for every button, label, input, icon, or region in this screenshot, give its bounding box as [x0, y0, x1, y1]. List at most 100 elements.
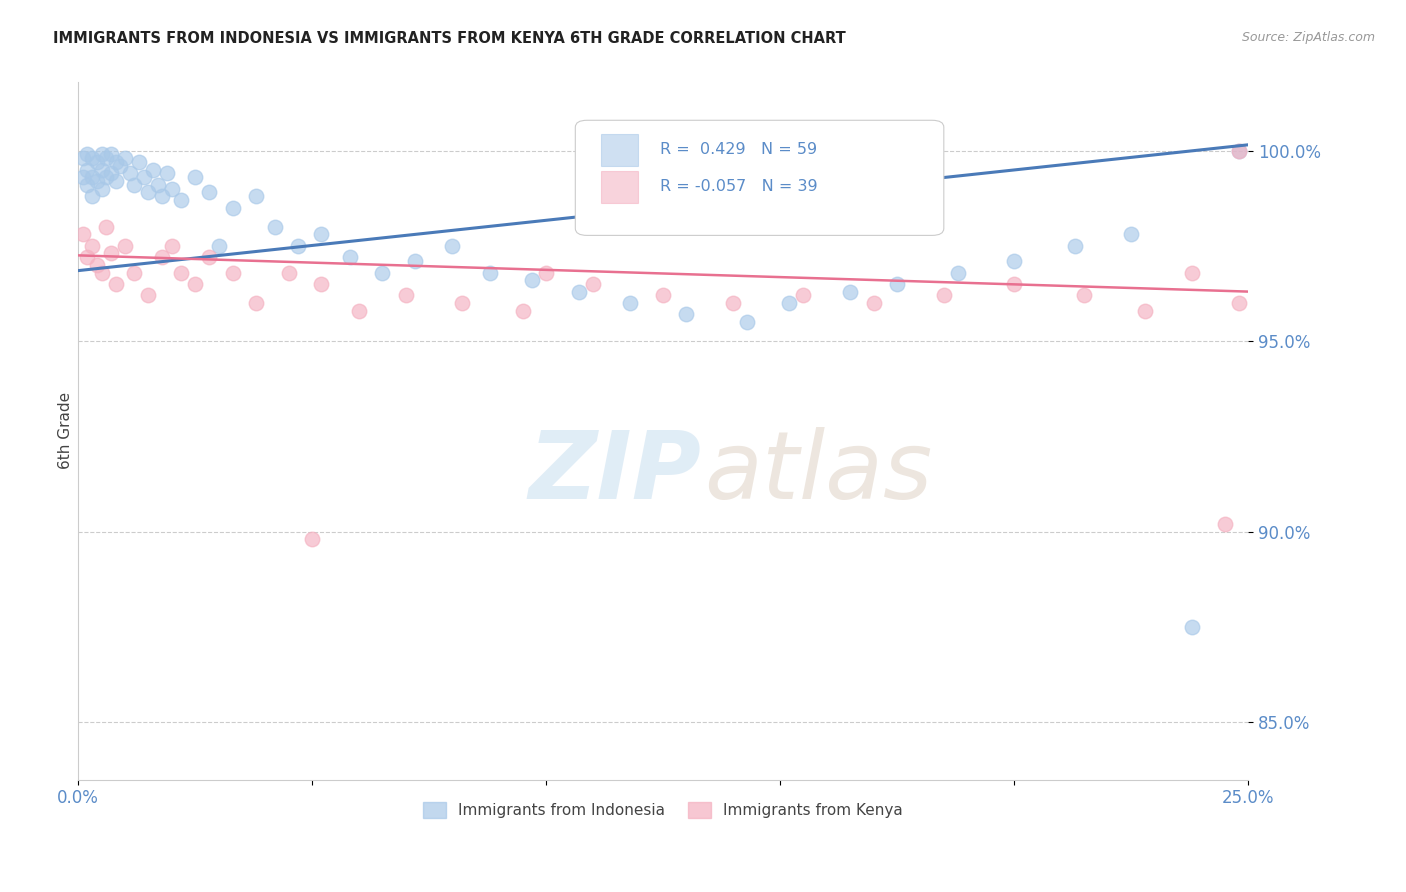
Point — [207, 239, 229, 253]
Point — [150, 189, 173, 203]
Point — [404, 254, 426, 268]
Point — [72, 227, 94, 242]
Point — [395, 288, 418, 302]
Point — [245, 296, 267, 310]
Text: R = -0.057   N = 39: R = -0.057 N = 39 — [659, 179, 817, 194]
Point — [1002, 254, 1025, 268]
Point — [1213, 517, 1236, 532]
Point — [723, 296, 745, 310]
Point — [347, 303, 370, 318]
Point — [72, 151, 94, 165]
Point — [263, 219, 285, 234]
Point — [86, 258, 108, 272]
Point — [114, 239, 136, 253]
Point — [311, 277, 333, 291]
Point — [478, 266, 501, 280]
Point — [441, 239, 464, 253]
Point — [184, 170, 207, 185]
Legend: Immigrants from Indonesia, Immigrants from Kenya: Immigrants from Indonesia, Immigrants fr… — [418, 796, 910, 824]
Point — [839, 285, 862, 299]
Point — [142, 162, 165, 177]
Point — [245, 189, 267, 203]
Point — [90, 266, 112, 280]
Point — [76, 178, 98, 192]
Text: R =  0.429   N = 59: R = 0.429 N = 59 — [659, 142, 817, 157]
Point — [1073, 288, 1095, 302]
Point — [76, 250, 98, 264]
Text: atlas: atlas — [704, 427, 932, 518]
Point — [932, 288, 955, 302]
Point — [735, 315, 758, 329]
Point — [339, 250, 361, 264]
Point — [100, 147, 122, 161]
Point — [946, 266, 969, 280]
Point — [184, 277, 207, 291]
Point — [90, 147, 112, 161]
Point — [86, 155, 108, 169]
Y-axis label: 6th Grade: 6th Grade — [58, 392, 73, 469]
Point — [1181, 620, 1204, 634]
Point — [128, 155, 150, 169]
Point — [146, 178, 169, 192]
Text: ZIP: ZIP — [529, 426, 702, 518]
Point — [792, 288, 814, 302]
Point — [100, 246, 122, 260]
Point — [72, 170, 94, 185]
Point — [1227, 144, 1250, 158]
Point — [287, 239, 309, 253]
Point — [1181, 266, 1204, 280]
Point — [150, 250, 173, 264]
Point — [582, 277, 605, 291]
Point — [110, 159, 132, 173]
Point — [100, 166, 122, 180]
Point — [652, 288, 675, 302]
Point — [82, 239, 104, 253]
Point — [198, 250, 221, 264]
Point — [96, 219, 118, 234]
Point — [104, 174, 127, 188]
Point — [136, 186, 159, 200]
Point — [82, 151, 104, 165]
Point — [136, 288, 159, 302]
Point — [1227, 144, 1250, 158]
Point — [104, 277, 127, 291]
Point — [512, 303, 534, 318]
Point — [886, 277, 908, 291]
Point — [132, 170, 155, 185]
Point — [170, 266, 193, 280]
FancyBboxPatch shape — [600, 134, 638, 166]
Point — [371, 266, 394, 280]
Point — [1227, 296, 1250, 310]
Point — [1119, 227, 1142, 242]
Point — [96, 170, 118, 185]
Point — [862, 296, 884, 310]
Point — [221, 201, 243, 215]
Point — [160, 239, 183, 253]
Point — [301, 533, 323, 547]
Point — [311, 227, 333, 242]
Point — [86, 174, 108, 188]
Point — [675, 308, 697, 322]
Point — [170, 193, 193, 207]
Point — [450, 296, 472, 310]
Point — [160, 181, 183, 195]
FancyBboxPatch shape — [600, 171, 638, 202]
Point — [156, 166, 179, 180]
Point — [96, 151, 118, 165]
Point — [122, 266, 145, 280]
Point — [118, 166, 141, 180]
FancyBboxPatch shape — [575, 120, 943, 235]
Point — [221, 266, 243, 280]
Point — [1002, 277, 1025, 291]
Point — [90, 181, 112, 195]
Point — [114, 151, 136, 165]
Point — [76, 147, 98, 161]
Point — [534, 266, 557, 280]
Point — [1133, 303, 1156, 318]
Point — [82, 189, 104, 203]
Point — [76, 162, 98, 177]
Point — [122, 178, 145, 192]
Point — [1063, 239, 1085, 253]
Point — [198, 186, 221, 200]
Text: IMMIGRANTS FROM INDONESIA VS IMMIGRANTS FROM KENYA 6TH GRADE CORRELATION CHART: IMMIGRANTS FROM INDONESIA VS IMMIGRANTS … — [53, 31, 846, 46]
